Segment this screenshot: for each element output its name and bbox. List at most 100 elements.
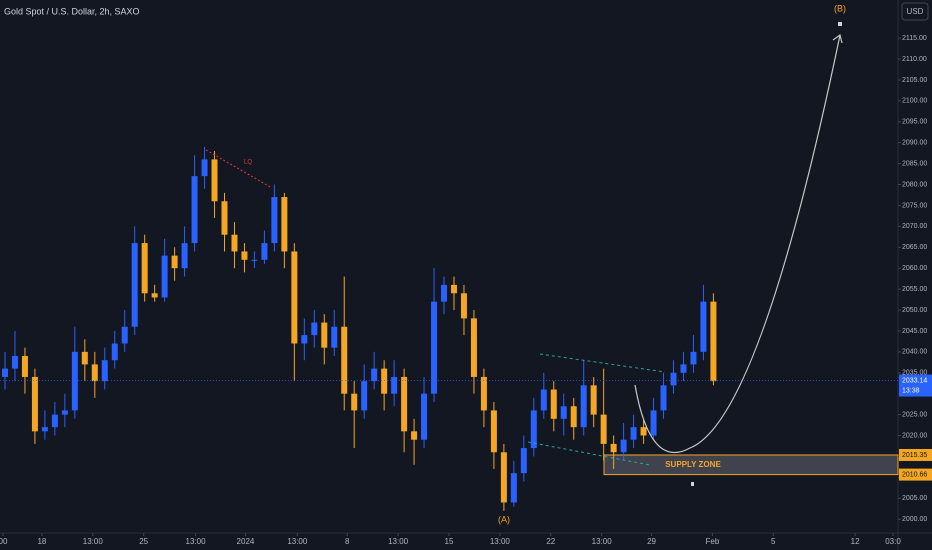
candle-body [341,326,348,394]
y-tick-label: 2115.00 [902,35,927,42]
candle-body [500,452,507,503]
axes: 2000.002005.002010.002015.002020.002025.… [0,35,932,546]
candle-body [650,410,657,436]
plot: SUPPLY ZONE [0,146,899,511]
candle-body [470,318,477,377]
candle-body [161,255,168,298]
candle-body [710,301,717,382]
last-price-label: 2033.14 [902,377,927,384]
candle-body [371,368,378,382]
lq-line [205,149,273,189]
candle-body [331,326,338,348]
candle-body [460,293,467,319]
candle-body [441,284,448,302]
x-tick-label: 00 [0,537,8,546]
candle-body [381,368,388,394]
candle-body [480,376,487,411]
candle-body [91,364,98,382]
x-tick-label: 13:00 [83,537,104,546]
candle-body [620,439,627,453]
candle-body [51,414,58,428]
candle-body [520,448,527,474]
wave-label-b: (B) [834,3,846,13]
candle-body [201,159,208,177]
candle-body [111,343,118,361]
candle-body [540,389,547,411]
x-tick-label: Feb [706,537,720,546]
candle-body [61,410,68,415]
zone-price-tag [899,468,932,481]
y-tick-label: 2100.00 [902,98,927,105]
y-tick-label: 2050.00 [902,307,927,314]
x-tick-label: 29 [647,537,656,546]
x-tick-label: 13:00 [490,537,511,546]
supply-zone-label: SUPPLY ZONE [665,460,721,469]
x-tick-label: 13:00 [186,537,207,546]
candle-body [11,356,18,369]
y-tick-label: 2020.00 [902,432,927,439]
y-tick-label: 2060.00 [902,265,927,272]
candle-body [301,335,308,344]
y-tick-label: 2035.00 [902,370,927,377]
zone-price-label: 2010.66 [902,471,927,478]
candle-body [151,293,158,298]
candle-body [101,360,108,382]
candle-body [221,201,228,235]
candle-body [231,234,238,252]
candle-body [450,284,457,294]
candle-body [640,427,647,436]
x-tick-label: 13:00 [287,537,308,546]
y-tick-label: 2075.00 [902,202,927,209]
x-tick-label: 12 [851,537,860,546]
x-tick-label: 25 [139,537,148,546]
candle-body [411,431,418,440]
candle-body [21,356,28,377]
candle-body [590,385,597,415]
currency-button[interactable] [901,2,929,21]
candle-body [570,406,577,428]
candle-body [1,368,8,377]
candle-body [211,159,218,202]
candle-body [141,243,148,294]
lq-label: LQ [244,160,252,166]
currency-label[interactable]: USD [907,7,924,16]
candle-body [281,197,288,252]
candle-body [560,406,567,419]
x-tick-label: 8 [345,537,350,546]
candle-body [191,176,198,244]
candle-body [401,376,408,432]
candle-body [391,376,398,394]
wave-label-a: (A) [498,514,510,524]
candle-body [81,351,88,365]
y-tick-label: 2045.00 [902,328,927,335]
candle-body [550,389,557,419]
x-tick-label: 18 [37,537,46,546]
chart-title: Gold Spot / U.S. Dollar, 2h, SAXO [4,6,140,16]
y-tick-label: 2080.00 [902,181,927,188]
candle-body [530,410,537,449]
candle-body [181,243,188,269]
candle-body [610,443,617,453]
x-tick-label: 5 [771,537,776,546]
x-tick-label: 2024 [237,537,255,546]
candle-body [251,259,258,261]
projection-arrow [634,34,841,454]
countdown-label: 13:38 [902,387,920,394]
candle-body [421,393,428,440]
candle-body [241,251,248,260]
y-tick-label: 2065.00 [902,244,927,251]
marker [691,482,694,486]
marker [838,22,842,26]
candle-body [131,243,138,327]
candle-body [261,243,268,260]
x-tick-label: 13:00 [388,537,409,546]
x-tick-label: 13:00 [592,537,613,546]
candle-body [490,410,497,453]
y-tick-label: 2025.00 [902,411,927,418]
y-tick-label: 2055.00 [902,286,927,293]
candle-body [670,372,677,386]
candle-body [311,322,318,336]
zone-price-tag [899,448,932,461]
